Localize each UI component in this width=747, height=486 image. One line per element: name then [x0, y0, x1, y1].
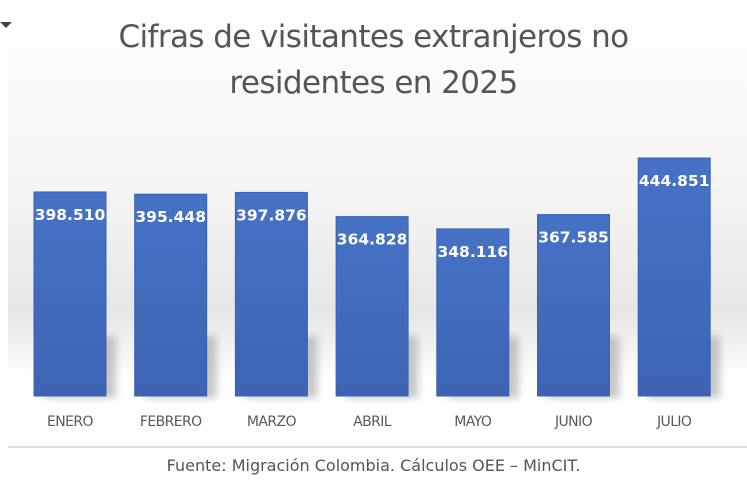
chart-title-line-1: Cifras de visitantes extranjeros no [118, 19, 629, 55]
x-tick-label: MAYO [454, 414, 492, 430]
data-label: 367.585 [538, 229, 609, 247]
chart-title: Cifras de visitantes extranjeros no resi… [0, 14, 747, 106]
x-tick-label: MARZO [247, 414, 297, 430]
x-tick-label: ENERO [47, 414, 93, 430]
bar-enero [33, 191, 107, 397]
data-label: 397.876 [236, 206, 307, 224]
bar-febrero [134, 193, 208, 397]
source-note: Fuente: Migración Colombia. Cálculos OEE… [166, 456, 581, 475]
bar-julio [637, 157, 711, 397]
bar-chart: 398.510 395.448 397.876 364.828 348.116 367.5… [33, 157, 721, 430]
chart-title-line-2: residentes en 2025 [229, 65, 518, 101]
data-label: 398.510 [35, 206, 106, 224]
x-tick-label: ABRIL [353, 414, 392, 430]
data-label: 395.448 [135, 208, 206, 226]
data-label: 364.828 [337, 231, 408, 249]
data-label: 348.116 [437, 243, 508, 261]
x-tick-label: JUNIO [554, 414, 593, 430]
bar-junio [537, 214, 610, 397]
x-tick-label: FEBRERO [140, 414, 202, 430]
dropdown-arrow-icon[interactable] [0, 22, 12, 28]
bar-abril [335, 216, 409, 397]
bar-marzo [234, 191, 308, 397]
bar-mayo [436, 228, 510, 397]
data-label: 444.851 [639, 172, 710, 190]
x-tick-label: JULIO [656, 414, 692, 430]
